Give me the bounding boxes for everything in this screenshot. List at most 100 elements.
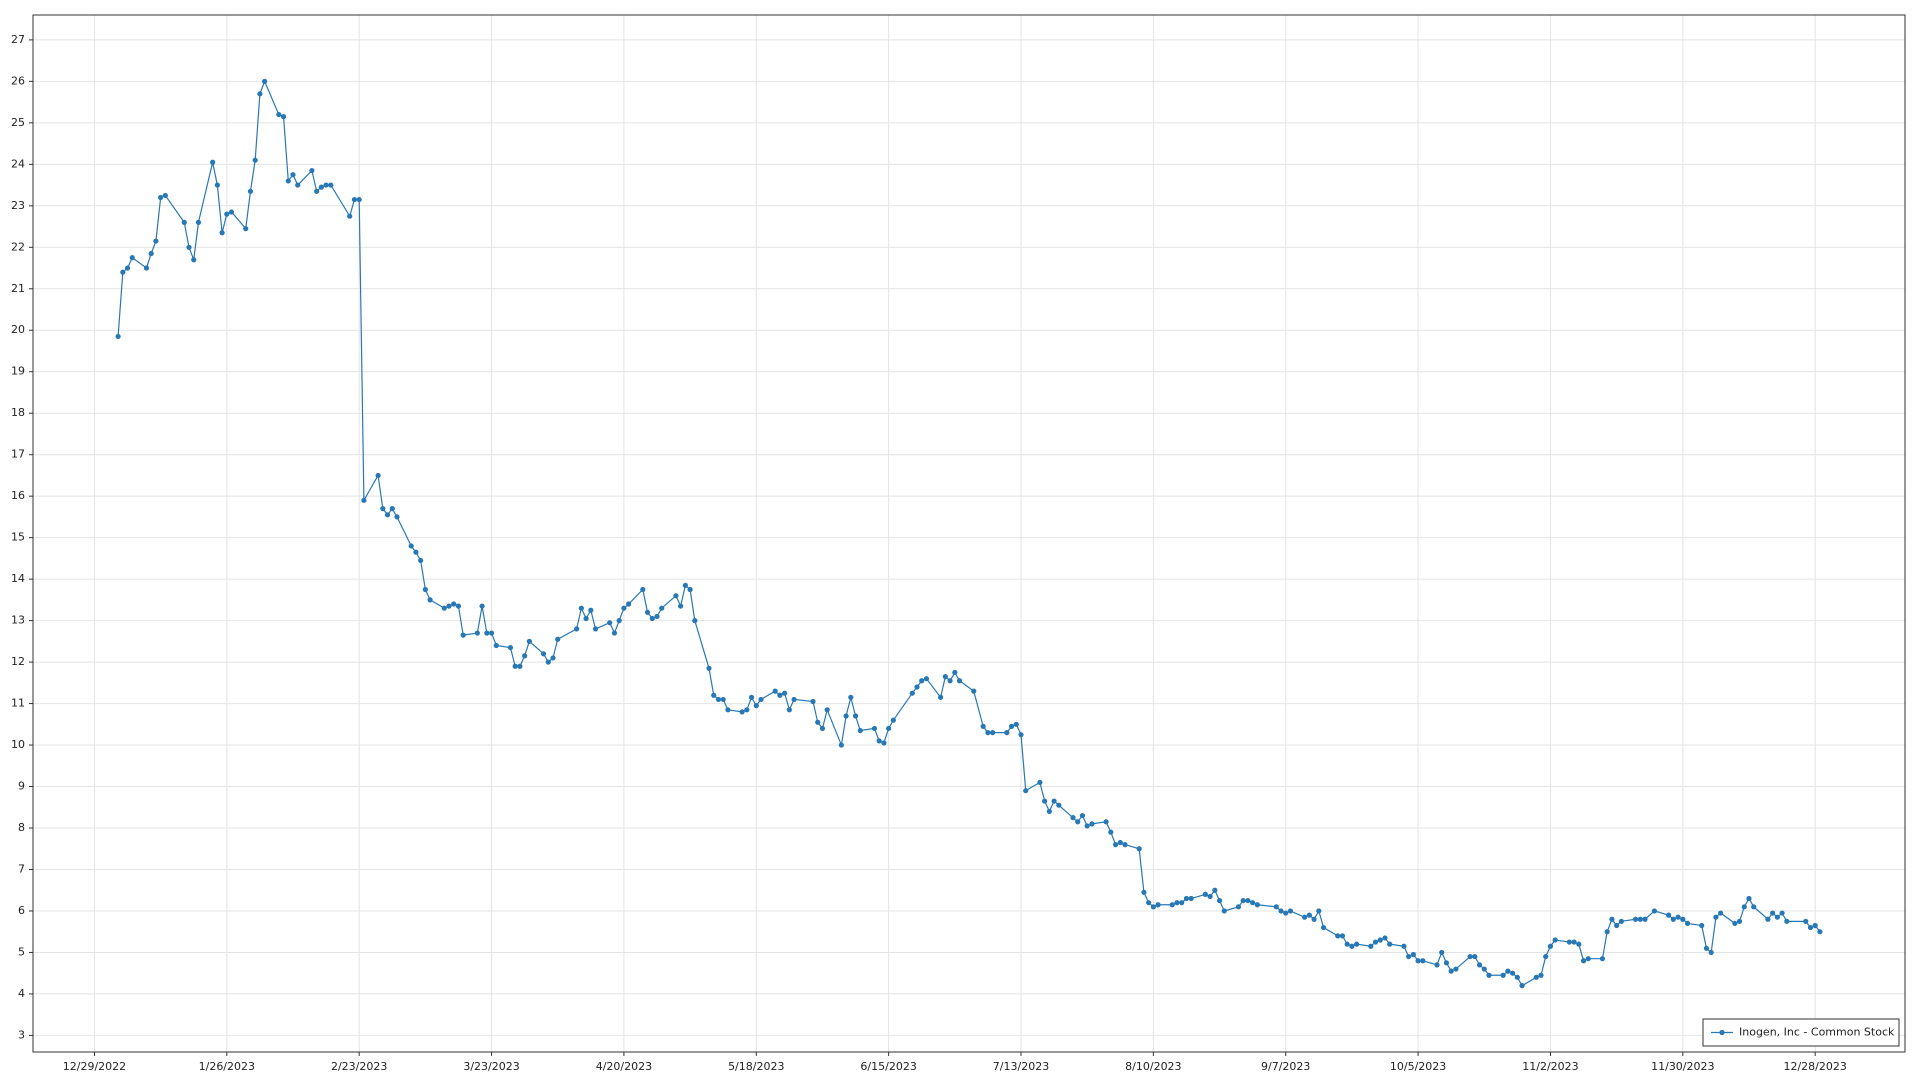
data-point: [1500, 972, 1506, 978]
data-point: [1543, 953, 1549, 960]
data-point: [824, 707, 830, 713]
data-point: [1651, 908, 1658, 914]
data-point: [1774, 914, 1780, 920]
data-point: [980, 723, 986, 729]
data-point: [1117, 839, 1123, 846]
data-point: [451, 601, 457, 607]
data-point: [1699, 922, 1705, 929]
data-point: [162, 192, 168, 199]
x-tick-label: 10/5/2023: [1390, 1060, 1446, 1073]
data-point: [715, 696, 722, 703]
y-tick-label: 6: [18, 904, 25, 917]
data-point: [909, 690, 915, 696]
data-point: [143, 265, 150, 271]
data-point: [852, 713, 859, 719]
data-point: [1675, 914, 1681, 920]
data-point: [1202, 891, 1208, 897]
data-point: [574, 626, 580, 632]
data-point: [455, 603, 462, 609]
data-point: [578, 605, 584, 611]
data-point: [753, 703, 759, 709]
data-point: [990, 730, 996, 736]
data-point: [725, 707, 731, 713]
y-tick-label: 25: [11, 116, 25, 129]
data-point: [375, 472, 381, 479]
data-point: [243, 226, 249, 232]
data-point: [876, 738, 882, 744]
data-point: [1235, 904, 1242, 910]
data-point: [1320, 924, 1327, 931]
data-point: [545, 659, 551, 665]
data-point: [318, 184, 324, 190]
data-point: [1372, 939, 1379, 945]
legend: Inogen, Inc - Common Stock: [1702, 1018, 1900, 1047]
data-point: [956, 678, 963, 684]
data-point: [1273, 904, 1279, 910]
data-point: [592, 626, 599, 632]
data-point: [772, 688, 778, 694]
y-tick-label: 12: [11, 655, 25, 668]
data-point: [1784, 918, 1790, 924]
data-point: [1354, 941, 1360, 947]
grid: [33, 15, 1905, 1052]
data-point: [1751, 904, 1757, 910]
data-point: [1599, 956, 1606, 962]
data-point: [1434, 962, 1440, 968]
data-point: [886, 725, 892, 732]
y-tick-label: 20: [11, 323, 25, 336]
data-point: [252, 157, 258, 163]
y-tick-label: 11: [11, 697, 25, 710]
data-point: [512, 663, 518, 669]
data-point: [474, 630, 480, 636]
data-point: [1042, 798, 1048, 804]
data-point: [418, 557, 424, 564]
legend-box: [1702, 1018, 1900, 1047]
data-point: [1476, 962, 1483, 968]
data-point: [1174, 900, 1180, 906]
data-point: [380, 506, 386, 512]
data-point: [1089, 821, 1095, 827]
x-tick-label: 7/13/2023: [993, 1060, 1049, 1073]
data-point: [744, 707, 750, 713]
data-point: [644, 609, 651, 615]
data-point: [1183, 895, 1190, 902]
data-point: [314, 188, 320, 194]
data-point: [748, 694, 755, 700]
data-point: [1335, 933, 1341, 939]
data-point: [522, 653, 528, 659]
data-point: [1108, 829, 1114, 835]
data-point: [583, 615, 589, 622]
y-tick-label: 4: [18, 987, 25, 1000]
data-point: [1410, 951, 1416, 958]
x-tick-label: 6/15/2023: [860, 1060, 916, 1073]
data-point: [1609, 916, 1615, 922]
y-tick-label: 27: [11, 33, 25, 46]
data-point: [1803, 918, 1809, 924]
data-point: [786, 707, 792, 713]
x-tick-label: 8/10/2023: [1125, 1060, 1181, 1073]
data-point: [640, 586, 646, 593]
data-point: [247, 188, 254, 194]
data-point: [1070, 815, 1076, 821]
data-point: [1680, 916, 1686, 922]
data-point: [422, 586, 428, 593]
data-point: [711, 692, 717, 698]
data-point: [295, 182, 301, 188]
y-tick-label: 17: [11, 448, 25, 461]
data-point: [195, 219, 202, 225]
x-tick-label: 4/20/2023: [596, 1060, 652, 1073]
data-point: [262, 78, 268, 84]
data-point: [280, 114, 287, 120]
data-point: [1703, 945, 1710, 951]
data-point: [687, 586, 693, 593]
data-point: [1382, 935, 1388, 941]
y-tick-label: 22: [11, 240, 25, 253]
data-point: [148, 250, 154, 257]
data-point: [692, 618, 698, 624]
data-point: [1278, 908, 1284, 914]
x-tick-label: 9/7/2023: [1261, 1060, 1310, 1073]
data-point: [1741, 904, 1747, 910]
y-tick-label: 14: [11, 572, 25, 585]
data-point: [115, 333, 121, 340]
